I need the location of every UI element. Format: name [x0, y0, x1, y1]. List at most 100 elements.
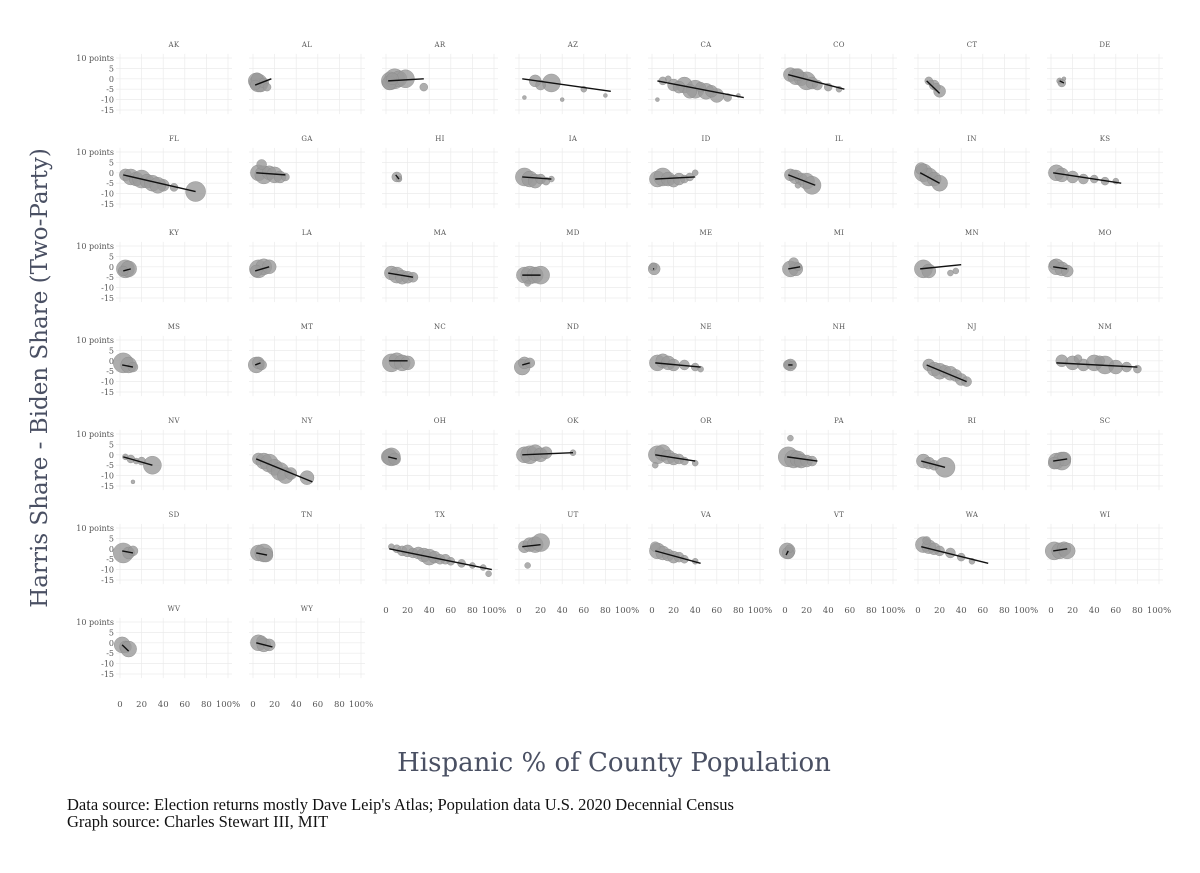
- data-point: [531, 533, 550, 552]
- x-tick-label: 80: [467, 606, 478, 616]
- facet-label: NV: [168, 417, 180, 425]
- facet-label: MO: [1098, 229, 1112, 237]
- y-tick-label: -10: [101, 660, 114, 669]
- data-point: [120, 640, 137, 658]
- fit-line: [787, 174, 816, 186]
- panel-vt: VT 0 20 40 60 80 100%: [778, 511, 905, 616]
- panel-ga: GA: [249, 135, 365, 209]
- facet-label: MT: [301, 323, 313, 331]
- panel-ma: MA: [382, 229, 498, 303]
- panel-wi: WI 0 20 40 60 80 100%: [1045, 511, 1171, 616]
- x-axis-title: Hispanic % of County Population: [397, 748, 831, 778]
- facet-label: NJ: [967, 323, 977, 331]
- panel-nj: NJ: [914, 323, 1030, 397]
- panel-nd: ND: [514, 323, 631, 397]
- facet-label: CO: [833, 41, 845, 49]
- facet-label: ID: [702, 135, 711, 143]
- x-tick-label: 20: [668, 606, 679, 616]
- fit-line: [921, 460, 946, 468]
- data-point: [922, 536, 931, 545]
- fit-line: [788, 73, 845, 90]
- data-point: [560, 97, 565, 102]
- facet-label: OH: [434, 417, 446, 425]
- fit-line: [122, 364, 134, 368]
- x-tick-label: 20: [1067, 606, 1078, 616]
- y-tick-label: 10 points: [76, 618, 114, 627]
- data-point: [947, 269, 954, 277]
- data-point: [655, 97, 660, 102]
- data-point: [130, 479, 136, 485]
- data-point: [692, 459, 699, 467]
- facet-label: NC: [434, 323, 446, 331]
- y-tick-label: 10 points: [76, 242, 114, 251]
- data-point: [149, 177, 167, 194]
- panel-ca: CA: [648, 41, 764, 115]
- y-tick-label: -15: [101, 200, 114, 209]
- facet-label: ND: [567, 323, 579, 331]
- facet-label: SD: [168, 511, 179, 519]
- fit-line: [920, 264, 962, 270]
- x-tick-label: 0: [250, 700, 255, 710]
- facet-label: NE: [700, 323, 712, 331]
- panel-mo: MO: [1047, 229, 1163, 303]
- data-point: [127, 545, 139, 557]
- data-point: [485, 570, 492, 577]
- y-tick-label: -10: [101, 190, 114, 199]
- fit-line: [387, 456, 397, 460]
- y-tick-label: 0: [109, 451, 114, 460]
- y-tick-label: 0: [109, 639, 114, 648]
- fit-line: [1059, 80, 1065, 84]
- fit-line: [256, 642, 273, 648]
- y-tick-label: -15: [101, 576, 114, 585]
- panel-me: ME: [647, 229, 764, 303]
- y-tick-label: 5: [109, 346, 114, 355]
- facet-label: NH: [833, 323, 846, 331]
- data-point: [697, 365, 704, 373]
- data-point: [1060, 264, 1074, 278]
- facet-label: VA: [700, 511, 712, 519]
- caption: Data source: Election returns mostly Dav…: [67, 796, 734, 830]
- x-tick-label: 60: [977, 606, 988, 616]
- data-point: [794, 182, 802, 189]
- data-point: [785, 544, 794, 553]
- panel-in: IN: [914, 135, 1030, 209]
- fit-line: [388, 272, 414, 278]
- data-point: [952, 267, 959, 275]
- fit-line: [655, 550, 701, 565]
- x-tick-label: 0: [782, 606, 787, 616]
- panel-ri: RI: [914, 417, 1030, 491]
- y-tick-label: 0: [109, 75, 114, 84]
- y-tick-label: 5: [109, 440, 114, 449]
- y-tick-label: 10 points: [76, 54, 114, 63]
- data-source-note: Data source: Election returns mostly Dav…: [67, 795, 734, 814]
- x-tick-label: 20: [402, 606, 413, 616]
- facet-label: SC: [1100, 417, 1111, 425]
- y-tick-label: 5: [109, 628, 114, 637]
- fit-line: [926, 80, 941, 94]
- y-tick-label: 5: [109, 534, 114, 543]
- data-point: [652, 462, 659, 469]
- data-point: [787, 434, 794, 442]
- fit-line: [921, 546, 989, 565]
- facet-label: OK: [567, 417, 579, 425]
- data-point: [118, 265, 129, 277]
- fit-line: [123, 174, 196, 193]
- panel-sc: SC: [1047, 417, 1163, 491]
- panel-mi: MI: [781, 229, 897, 303]
- y-tick-label: -5: [106, 179, 114, 188]
- panel-mt: MT: [248, 323, 365, 397]
- x-tick-label: 60: [844, 606, 855, 616]
- panel-ia: IA: [515, 135, 631, 209]
- y-tick-label: 0: [109, 169, 114, 178]
- facet-label: RI: [968, 417, 977, 425]
- fit-line: [655, 362, 701, 368]
- x-tick-label: 0: [649, 606, 654, 616]
- fit-line: [1053, 458, 1068, 462]
- facet-label: TX: [435, 511, 445, 519]
- fit-line: [256, 552, 268, 556]
- panel-ok: OK: [515, 417, 631, 491]
- fit-line: [788, 266, 801, 270]
